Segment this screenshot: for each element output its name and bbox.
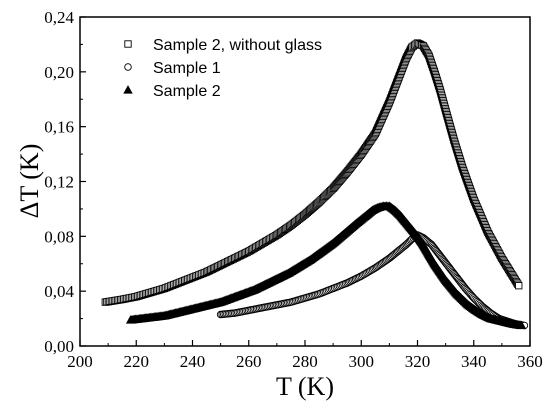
series-layer [101, 39, 529, 330]
x-tick-label: 200 [67, 352, 93, 371]
legend: Sample 2, without glass Sample 1 Sample 2 [123, 37, 322, 100]
x-tick-label: 360 [517, 352, 543, 371]
y-tick-label: 0,20 [44, 63, 74, 82]
legend-marker [124, 63, 132, 71]
legend-label: Sample 1 [153, 60, 221, 77]
x-tick-label: 300 [349, 352, 375, 371]
y-tick-label: 0,24 [44, 8, 74, 27]
y-tick-label: 0,00 [44, 337, 74, 356]
y-axis-title: ΔT (K) [15, 144, 44, 219]
legend-marker [123, 85, 133, 94]
legend-marker [124, 40, 132, 48]
x-tick-label: 340 [461, 352, 487, 371]
x-tick-label: 240 [180, 352, 206, 371]
x-axis-ticks: 200 220 240 260 280 300 320 340 360 [67, 340, 543, 371]
y-tick-label: 0,04 [44, 282, 74, 301]
x-tick-label: 320 [405, 352, 431, 371]
x-tick-label: 260 [236, 352, 262, 371]
y-tick-label: 0,12 [44, 173, 74, 192]
y-axis-ticks: 0,00 0,04 0,08 0,12 0,16 0,20 0,24 [44, 8, 86, 356]
y-tick-label: 0,16 [44, 118, 74, 137]
x-axis-title: T (K) [276, 372, 334, 401]
series-3 [125, 201, 527, 330]
series-1 [101, 39, 523, 306]
legend-label: Sample 2 [153, 83, 221, 100]
data-point [515, 282, 523, 290]
legend-label: Sample 2, without glass [153, 37, 322, 54]
x-tick-label: 220 [124, 352, 150, 371]
data-point [516, 320, 527, 330]
y-tick-label: 0,08 [44, 227, 74, 246]
x-tick-label: 280 [292, 352, 318, 371]
